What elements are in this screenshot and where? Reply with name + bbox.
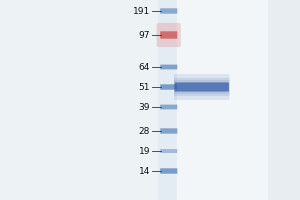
FancyBboxPatch shape <box>160 105 177 109</box>
Text: 39: 39 <box>139 102 150 112</box>
FancyBboxPatch shape <box>157 23 181 47</box>
Bar <box>177 0 267 200</box>
FancyBboxPatch shape <box>160 8 177 14</box>
FancyBboxPatch shape <box>174 78 230 96</box>
FancyBboxPatch shape <box>160 84 177 90</box>
FancyBboxPatch shape <box>174 74 230 100</box>
Text: 28: 28 <box>139 127 150 136</box>
FancyBboxPatch shape <box>160 128 177 134</box>
FancyBboxPatch shape <box>160 65 177 69</box>
Text: 19: 19 <box>139 146 150 156</box>
Text: 14: 14 <box>139 166 150 176</box>
FancyBboxPatch shape <box>160 149 177 153</box>
FancyBboxPatch shape <box>175 82 229 92</box>
FancyBboxPatch shape <box>160 168 177 174</box>
FancyBboxPatch shape <box>160 31 177 39</box>
Bar <box>158 0 192 200</box>
Text: 191: 191 <box>133 6 150 16</box>
Text: 97: 97 <box>139 30 150 40</box>
FancyBboxPatch shape <box>174 80 230 94</box>
Text: 64: 64 <box>139 62 150 72</box>
Bar <box>0 0 158 200</box>
Text: 51: 51 <box>139 83 150 92</box>
